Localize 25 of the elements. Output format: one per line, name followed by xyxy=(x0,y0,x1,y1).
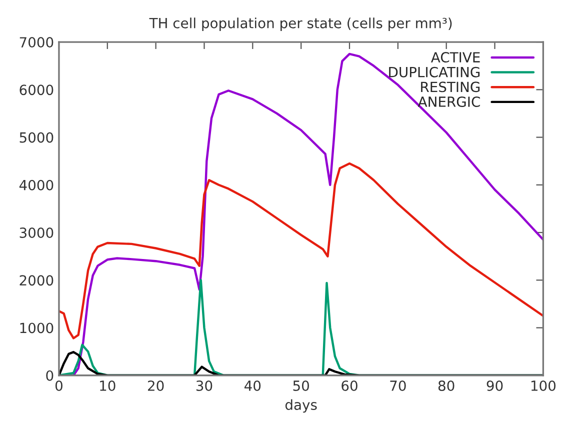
y-tick-label: 6000 xyxy=(20,84,54,96)
legend-label: ANERGIC xyxy=(418,96,480,108)
x-tick-label: 50 xyxy=(293,380,309,391)
x-tick-label: 70 xyxy=(390,380,406,391)
x-tick-label: 0 xyxy=(55,380,62,391)
y-tick-label: 0 xyxy=(46,370,54,381)
x-tick-label: 30 xyxy=(196,380,212,391)
x-tick-label: 60 xyxy=(342,380,358,391)
legend-label: RESTING xyxy=(421,82,480,92)
y-tick-label: 5000 xyxy=(20,132,54,143)
y-tick-label: 3000 xyxy=(20,227,54,238)
x-tick-label: 40 xyxy=(244,380,261,391)
x-tick-label: 20 xyxy=(148,380,164,391)
legend-label: DUPLICATING xyxy=(389,66,480,78)
x-tick-label: 80 xyxy=(438,380,454,391)
y-tick-label: 4000 xyxy=(19,180,54,190)
y-tick-label: 2000 xyxy=(20,275,54,286)
y-tick-label: 7000 xyxy=(20,37,54,48)
x-axis-title: days xyxy=(285,399,317,413)
x-tick-label: 10 xyxy=(100,380,116,391)
chart-title: TH cell population per state (cells per mm³) xyxy=(149,18,452,32)
x-tick-label: 100 xyxy=(531,380,556,391)
y-tick-label: 1000 xyxy=(20,322,54,334)
x-tick-label: 90 xyxy=(486,380,503,391)
legend-label: ACTIVE xyxy=(430,52,480,63)
